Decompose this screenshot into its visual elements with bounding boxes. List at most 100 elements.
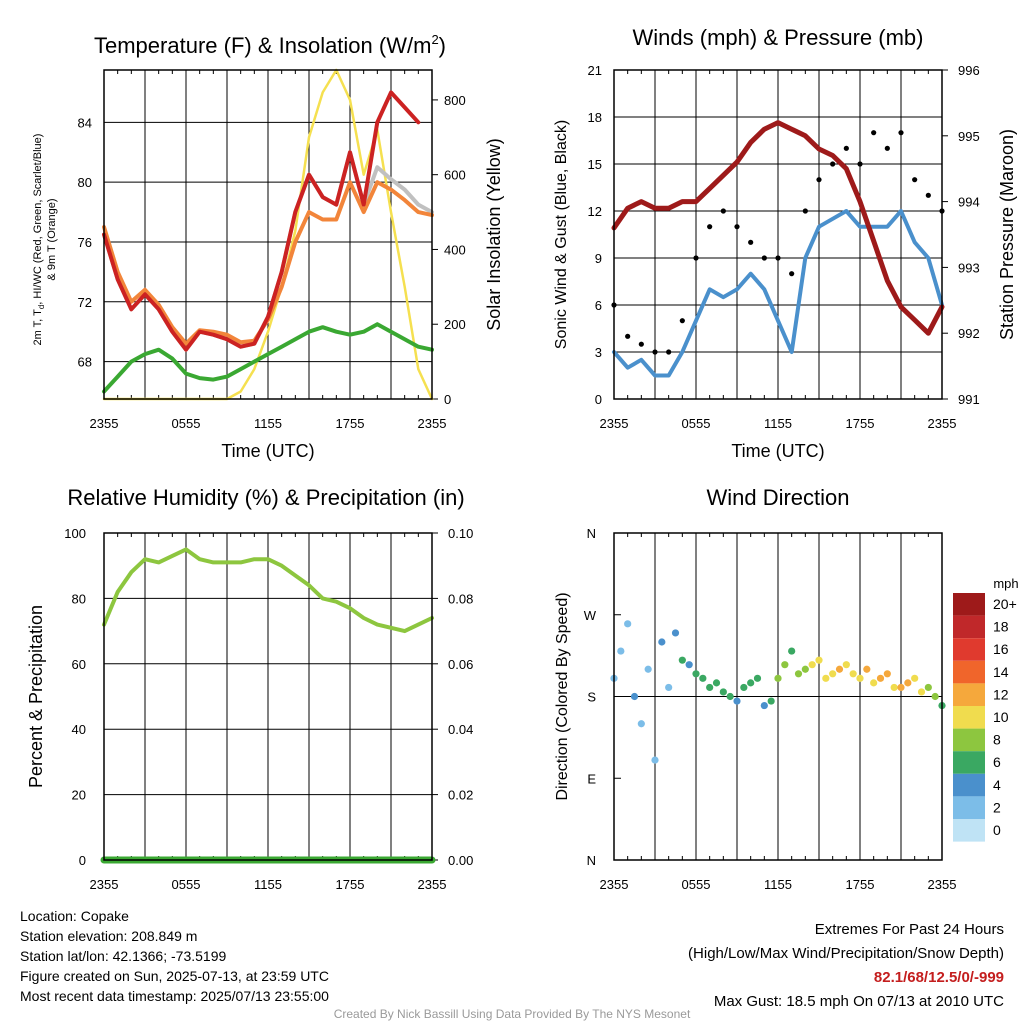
direction-point [794, 670, 803, 678]
direction-point [876, 674, 885, 682]
y2-tick-label: 400 [444, 242, 466, 257]
y2-tick-label: 995 [958, 129, 980, 144]
extremes-info: Extremes For Past 24 Hours (High/Low/Max… [688, 918, 1004, 1014]
direction-point [849, 670, 857, 678]
direction-point [890, 683, 898, 692]
gust-point [802, 208, 808, 214]
title-main: Temperature (F) & Insolation (W/m [94, 33, 431, 58]
legend-swatch [953, 638, 985, 661]
legend-swatch [953, 819, 985, 842]
direction-point [924, 683, 932, 692]
y2-tick-label: 0.10 [448, 526, 473, 541]
x-tick-label: 1755 [336, 416, 365, 431]
y-axis-label: 2m T, Td, HI/WC (Red, Green, Scarlet/Blu… [32, 134, 46, 346]
legend-label: 18 [993, 619, 1009, 635]
y-tick-label: 3 [595, 345, 602, 360]
x-tick-label: 1755 [846, 877, 875, 892]
direction-point [719, 688, 727, 696]
direction-point [733, 697, 741, 705]
gust-point [912, 177, 918, 183]
y-axis-label-line2: & 9m T (Orange) [46, 198, 58, 280]
legend-label: 16 [993, 641, 1009, 657]
y-tick-label: 21 [588, 63, 602, 78]
direction-point [856, 674, 864, 682]
gust-point [638, 341, 644, 347]
gust-point [707, 224, 713, 230]
y2-tick-label: 800 [444, 93, 466, 108]
y2-tick-label: 0.04 [448, 722, 473, 737]
extremes-values: 82.1/68/12.5/0/-999 [873, 969, 1004, 986]
y-tick-label: W [584, 608, 597, 623]
y2-tick-label: 0 [444, 392, 451, 407]
y2-axis-label: Solar Insolation (Yellow) [484, 138, 504, 330]
y-tick-label: 60 [72, 657, 86, 672]
legend-swatch [953, 773, 985, 797]
legend-swatch [953, 615, 985, 639]
y2-tick-label: 0.02 [448, 788, 473, 803]
x-axis-label: Time (UTC) [731, 441, 824, 461]
direction-point [665, 683, 673, 692]
legend-label: 14 [993, 664, 1009, 680]
y-tick-label: 100 [64, 526, 86, 541]
x-tick-label: 2355 [600, 416, 629, 431]
gust-point [652, 349, 658, 355]
x-tick-label: 1155 [254, 416, 282, 431]
y-tick-label: 76 [78, 235, 92, 250]
series-line [102, 90, 421, 352]
direction-point [651, 756, 659, 764]
x-axis-label: Time (UTC) [221, 441, 314, 461]
plot-frame [103, 69, 433, 400]
chart-title: Temperature (F) & Insolation (W/m2) [94, 32, 446, 58]
y-tick-label: E [587, 771, 596, 786]
max-gust: Max Gust: 18.5 mph On 07/13 at 2010 UTC [713, 993, 1004, 1010]
x-tick-label: 1755 [846, 416, 875, 431]
direction-point [637, 720, 645, 728]
x-tick-label: 2355 [928, 416, 957, 431]
gust-point [625, 333, 631, 339]
legend-label: 20+ [993, 596, 1017, 612]
y2-tick-label: 991 [958, 392, 980, 407]
gust-point [871, 130, 877, 136]
title-end: ) [439, 33, 446, 58]
x-tick-label: 2355 [600, 877, 629, 892]
legend-swatch [953, 683, 985, 706]
y-tick-label: 15 [588, 157, 602, 172]
y-tick-label: 68 [78, 355, 92, 370]
panel-3: Relative Humidity (%) & Precipitation (i… [26, 485, 473, 892]
direction-point [740, 683, 748, 692]
legend-swatch [953, 593, 985, 616]
legend-label: 6 [993, 754, 1001, 770]
direction-point [911, 674, 919, 682]
y-tick-label: 84 [78, 115, 92, 130]
direction-point [685, 661, 693, 669]
humidity-line [102, 547, 434, 634]
figure-created: Figure created on Sun, 2025-07-13, at 23… [20, 968, 329, 984]
y-axis-label: Direction (Colored By Speed) [554, 592, 571, 800]
direction-point [815, 656, 823, 664]
direction-point [624, 620, 632, 628]
direction-point [706, 683, 714, 692]
direction-point [644, 665, 652, 673]
gust-point [830, 161, 836, 167]
y2-tick-label: 600 [444, 168, 466, 183]
station-elevation: Station elevation: 208.849 m [20, 928, 198, 944]
legend-label: 10 [993, 709, 1009, 725]
direction-point [726, 692, 734, 701]
direction-point [842, 661, 850, 669]
station-latlon: Station lat/lon: 42.1366; -73.5199 [20, 948, 227, 964]
x-tick-label: 0555 [682, 416, 711, 431]
y-tick-label: 72 [78, 295, 92, 310]
direction-point [767, 697, 775, 705]
y-tick-label: 80 [78, 175, 92, 190]
gust-point [734, 224, 740, 230]
direction-point [692, 670, 700, 678]
direction-point [781, 661, 789, 669]
x-tick-label: 2355 [928, 877, 957, 892]
y-axis-label-part: 2m T, T [32, 309, 44, 346]
y-axis-label-part: , HI/WC (Red, Green, Scarlet/Blue) [32, 134, 44, 305]
x-tick-label: 2355 [418, 877, 447, 892]
direction-point [917, 688, 926, 696]
plot-frame [103, 532, 433, 861]
y-tick-label: 40 [72, 722, 86, 737]
